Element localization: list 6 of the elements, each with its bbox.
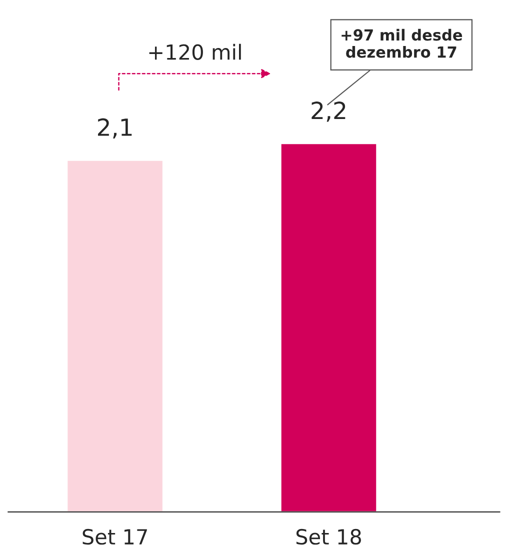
text: +120 mil: [149, 44, 241, 60]
x-tick-label: Set 17: [82, 528, 147, 545]
text: +97 mil desde dezembro 17: [342, 28, 462, 58]
data-label: 2,2: [312, 102, 346, 122]
data-label: 2,1: [98, 118, 132, 139]
x-tick-label: Set 18: [296, 528, 361, 545]
